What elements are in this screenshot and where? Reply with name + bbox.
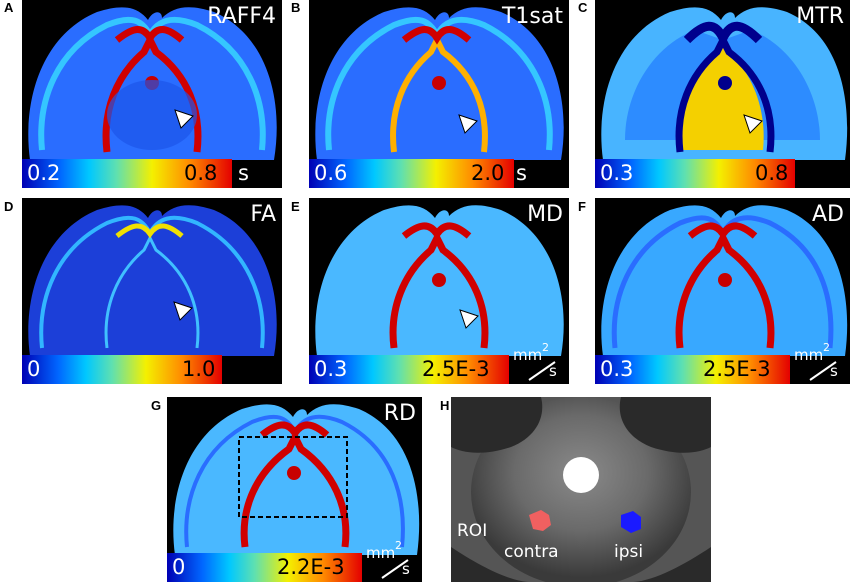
panel-fa: FA 0 1.0 (22, 198, 282, 384)
roi-box (238, 436, 348, 518)
colorbar: 0.6 2.0 s (309, 159, 569, 188)
panel-title: RAFF4 (207, 4, 276, 29)
colorbar: 0.3 2.5E-3 (309, 355, 569, 384)
colorbar-unit-exponent: 2 (395, 539, 402, 552)
panel-letter-d: D (4, 199, 14, 214)
colorbar-min-label: 0 (172, 555, 186, 579)
panel-roi-inset: ROI contra ipsi (451, 397, 711, 582)
contra-label: contra (504, 542, 559, 562)
panel-mtr: MTR 0.3 0.8 (595, 0, 850, 188)
roi-ipsi (621, 511, 641, 533)
colorbar-min-label: 0.2 (27, 161, 61, 185)
brain-map-t1sat (315, 7, 564, 161)
colorbar-unit-exponent: 2 (823, 341, 830, 354)
panel-title: RD (383, 401, 416, 426)
brain-map-mtr (601, 7, 848, 161)
colorbar-max-label: 0.8 (184, 161, 218, 185)
panel-md: MD 0.3 2.5E-3 mm 2 s (309, 198, 569, 384)
panel-letter-g: G (151, 398, 162, 413)
panel-raff4: RAFF4 0.2 0.8 s (22, 0, 282, 188)
fraction-slash-icon (381, 559, 409, 579)
panel-title: AD (812, 202, 844, 227)
arrowhead-icon (743, 114, 763, 134)
panel-letter-h: H (440, 398, 450, 413)
colorbar: 0.3 2.5E-3 (595, 355, 850, 384)
roi-contra (529, 510, 551, 531)
panel-title: MTR (796, 4, 844, 29)
panel-title: MD (527, 202, 563, 227)
colorbar-max-label: 0.8 (755, 161, 789, 185)
ipsi-label: ipsi (614, 542, 644, 562)
colorbar-unit-denominator: s (549, 362, 557, 380)
colorbar-max-label: 2.5E-3 (703, 357, 771, 381)
panel-letter-c: C (578, 0, 588, 15)
fraction-slash-icon (528, 361, 556, 381)
colorbar-unit: s (238, 161, 249, 185)
arrowhead-icon (458, 114, 478, 134)
colorbar-unit-numerator: mm (513, 346, 543, 364)
arrowhead-icon (174, 109, 194, 129)
colorbar: 0 1.0 (22, 355, 282, 384)
panel-rd: RD 0 2.2E-3 mm 2 s (167, 397, 422, 582)
colorbar-unit-numerator: mm (366, 544, 396, 562)
panel-letter-e: E (291, 199, 300, 214)
panel-title: T1sat (501, 4, 563, 29)
fraction-slash-icon (809, 361, 837, 381)
arrowhead-icon (173, 301, 193, 321)
colorbar-max-label: 2.2E-3 (277, 555, 345, 579)
panel-ad: AD 0.3 2.5E-3 mm 2 s (595, 198, 850, 384)
colorbar-max-label: 1.0 (182, 357, 216, 381)
colorbar-min-label: 0.6 (314, 161, 348, 185)
panel-letter-b: B (291, 0, 301, 15)
brain-map-fa (28, 205, 277, 356)
brain-map-raff4 (28, 7, 277, 161)
colorbar-min-label: 0 (27, 357, 41, 381)
colorbar-min-label: 0.3 (314, 357, 348, 381)
colorbar: 0 2.2E-3 (167, 553, 422, 582)
colorbar-unit: s (516, 161, 527, 185)
colorbar: 0.2 0.8 s (22, 159, 282, 188)
arrowhead-icon (459, 309, 479, 329)
colorbar-unit-exponent: 2 (542, 341, 549, 354)
colorbar-unit-denominator: s (402, 560, 410, 578)
colorbar-max-label: 2.5E-3 (422, 357, 490, 381)
panel-t1sat: T1sat 0.6 2.0 s (309, 0, 569, 188)
brain-map-ad (601, 205, 848, 356)
colorbar: 0.3 0.8 (595, 159, 850, 188)
brain-map-rd (173, 404, 420, 555)
grayscale-inset-image (451, 397, 711, 582)
brain-map-md (315, 205, 564, 356)
colorbar-min-label: 0.3 (600, 357, 634, 381)
panel-letter-a: A (4, 0, 14, 15)
roi-label: ROI (457, 521, 488, 541)
colorbar-max-label: 2.0 (471, 161, 505, 185)
colorbar-min-label: 0.3 (600, 161, 634, 185)
panel-letter-f: F (578, 199, 586, 214)
colorbar-unit-numerator: mm (794, 346, 824, 364)
colorbar-unit-denominator: s (830, 362, 838, 380)
panel-title: FA (250, 202, 276, 227)
